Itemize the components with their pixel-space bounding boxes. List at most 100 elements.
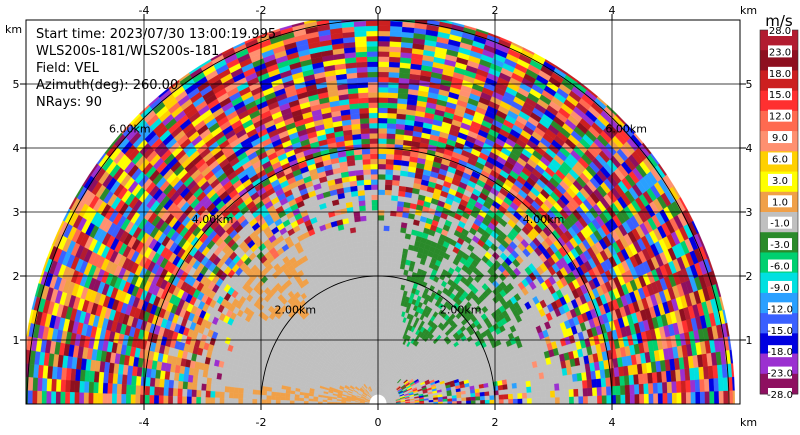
velocity-cell xyxy=(365,215,373,221)
velocity-cell xyxy=(394,221,402,228)
velocity-cell xyxy=(341,15,354,18)
velocity-cell xyxy=(359,112,370,119)
velocity-cell xyxy=(393,236,400,243)
velocity-cell xyxy=(563,381,569,390)
velocity-cell xyxy=(377,168,386,175)
velocity-cell xyxy=(370,168,379,175)
velocity-cell xyxy=(364,261,370,268)
velocity-cell xyxy=(377,61,390,68)
velocity-cell xyxy=(386,117,397,124)
velocity-cell xyxy=(377,235,384,242)
velocity-cell xyxy=(353,154,363,161)
velocity-cell xyxy=(367,240,374,247)
velocity-cell xyxy=(374,307,379,313)
velocity-cell xyxy=(695,391,701,404)
velocity-cell xyxy=(648,382,654,394)
velocity-cell xyxy=(591,378,597,388)
velocity-cell xyxy=(526,386,532,393)
velocity-cell xyxy=(377,215,385,221)
velocity-cell xyxy=(356,77,368,84)
velocity-cell xyxy=(372,225,379,231)
velocity-cell xyxy=(714,390,720,404)
velocity-cell xyxy=(479,395,486,401)
velocity-cell xyxy=(382,250,388,257)
velocity-cell xyxy=(377,302,382,308)
velocity-cell xyxy=(516,381,522,389)
velocity-cell xyxy=(382,322,386,329)
velocity-cell xyxy=(718,377,724,392)
velocity-cell xyxy=(377,30,391,37)
velocity-cell xyxy=(385,158,394,165)
velocity-cell xyxy=(568,381,574,390)
velocity-cell xyxy=(390,261,397,268)
velocity-cell xyxy=(396,200,405,208)
velocity-cell xyxy=(395,262,401,269)
velocity-cell xyxy=(620,394,626,404)
velocity-cell xyxy=(676,392,682,404)
velocity-cell xyxy=(386,312,390,319)
velocity-cell xyxy=(388,77,400,84)
velocity-cell xyxy=(704,391,710,404)
velocity-cell xyxy=(708,378,715,392)
velocity-cell xyxy=(363,174,371,181)
velocity-cell xyxy=(377,204,385,211)
velocity-cell xyxy=(671,381,677,393)
velocity-cell xyxy=(389,41,402,48)
velocity-cell xyxy=(386,261,392,268)
velocity-cell xyxy=(384,292,389,298)
velocity-cell xyxy=(377,87,389,93)
velocity-cell xyxy=(379,337,383,344)
velocity-cell xyxy=(368,122,379,129)
velocity-cell xyxy=(391,184,400,191)
velocity-cell xyxy=(380,307,385,313)
velocity-cell xyxy=(601,386,607,396)
velocity-cell xyxy=(377,102,388,109)
velocity-cell xyxy=(531,391,537,399)
velocity-cell xyxy=(377,225,384,231)
velocity-cell xyxy=(540,397,547,404)
velocity-cell xyxy=(387,102,398,109)
velocity-cell xyxy=(662,381,668,394)
velocity-cell xyxy=(373,261,379,267)
velocity-cell xyxy=(383,215,391,221)
velocity-cell xyxy=(601,395,607,404)
velocity-cell xyxy=(392,174,401,181)
velocity-cell xyxy=(559,389,565,398)
velocity-cell xyxy=(390,14,403,17)
velocity-cell xyxy=(377,71,389,78)
velocity-cell xyxy=(389,210,397,217)
velocity-cell xyxy=(354,221,362,228)
velocity-cell xyxy=(520,381,527,388)
velocity-cell xyxy=(366,46,379,52)
velocity-cell xyxy=(386,138,396,145)
velocity-cell xyxy=(372,322,376,329)
velocity-cell xyxy=(367,76,379,83)
velocity-cell xyxy=(597,395,603,404)
velocity-cell xyxy=(385,281,390,288)
velocity-cell xyxy=(359,210,367,217)
velocity-cell xyxy=(699,391,706,404)
velocity-cell xyxy=(531,397,537,404)
velocity-cell xyxy=(370,286,375,293)
velocity-cell xyxy=(377,56,390,62)
velocity-cell xyxy=(380,322,384,329)
velocity-cell xyxy=(361,153,371,160)
velocity-cell xyxy=(371,204,379,211)
velocity-cell xyxy=(360,220,367,227)
velocity-cell xyxy=(368,261,374,267)
velocity-cell xyxy=(352,205,360,213)
velocity-cell xyxy=(389,25,403,32)
velocity-cell xyxy=(367,71,379,78)
velocity-cell xyxy=(358,97,369,104)
velocity-cell xyxy=(389,215,397,222)
velocity-cell xyxy=(498,399,504,404)
velocity-cell xyxy=(362,158,371,165)
velocity-cell xyxy=(370,158,379,165)
velocity-cell xyxy=(373,281,379,288)
velocity-cell xyxy=(582,387,589,397)
velocity-cell xyxy=(364,189,372,196)
velocity-cell xyxy=(709,391,715,404)
velocity-cell xyxy=(355,174,364,181)
velocity-cell xyxy=(536,397,542,404)
velocity-cell xyxy=(374,312,379,318)
